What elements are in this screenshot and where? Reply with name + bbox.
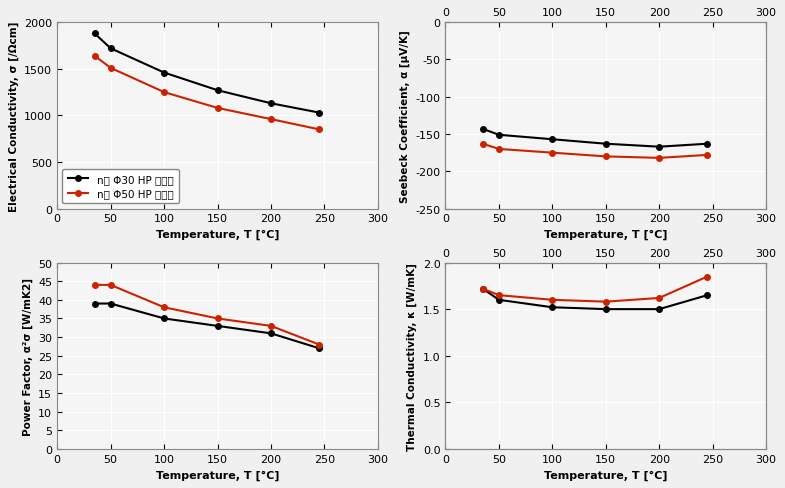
n형 Φ50 HP 소결재 [494,293,503,299]
n형 Φ50 HP 소결재 [478,142,487,147]
Line: n형 Φ50 HP 소결재: n형 Φ50 HP 소결재 [92,283,322,347]
n형 Φ30 HP 소결재 [159,70,169,76]
Line: n형 Φ50 HP 소결재: n형 Φ50 HP 소결재 [480,274,710,305]
n형 Φ50 HP 소결재 [655,156,664,162]
n형 Φ30 HP 소결재 [703,142,712,147]
n형 Φ50 HP 소결재 [106,283,115,288]
n형 Φ30 HP 소결재 [601,142,611,147]
n형 Φ30 HP 소결재 [494,133,503,139]
n형 Φ50 HP 소결재 [159,90,169,96]
n형 Φ50 HP 소결재 [601,154,611,160]
n형 Φ50 HP 소결재 [213,316,222,322]
n형 Φ30 HP 소결재 [266,101,276,107]
Y-axis label: Seebeck Coefficient, α [μV/K]: Seebeck Coefficient, α [μV/K] [400,30,410,203]
n형 Φ30 HP 소결재 [106,301,115,307]
n형 Φ30 HP 소결재 [478,126,487,132]
Y-axis label: Thermal Conductivity, κ [W/mK]: Thermal Conductivity, κ [W/mK] [407,262,417,450]
n형 Φ50 HP 소결재 [655,295,664,301]
n형 Φ30 HP 소결재 [89,31,99,37]
n형 Φ50 HP 소결재 [478,286,487,292]
Legend: n형 Φ30 HP 소결재, n형 Φ50 HP 소결재: n형 Φ30 HP 소결재, n형 Φ50 HP 소결재 [62,169,179,204]
n형 Φ30 HP 소결재 [548,305,557,310]
X-axis label: Temperature, T [°C]: Temperature, T [°C] [155,229,279,240]
Y-axis label: Power Factor, α²σ [W/mK2]: Power Factor, α²σ [W/mK2] [22,277,33,435]
n형 Φ50 HP 소결재 [548,150,557,156]
n형 Φ30 HP 소결재 [213,323,222,329]
n형 Φ30 HP 소결재 [655,306,664,312]
n형 Φ30 HP 소결재 [601,306,611,312]
n형 Φ50 HP 소결재 [266,323,276,329]
n형 Φ50 HP 소결재 [213,106,222,112]
n형 Φ30 HP 소결재 [159,316,169,322]
n형 Φ30 HP 소결재 [266,331,276,337]
n형 Φ30 HP 소결재 [548,137,557,143]
n형 Φ30 HP 소결재 [315,346,324,351]
n형 Φ30 HP 소결재 [703,293,712,299]
n형 Φ50 HP 소결재 [703,153,712,159]
n형 Φ50 HP 소결재 [89,283,99,288]
n형 Φ30 HP 소결재 [655,144,664,150]
Line: n형 Φ30 HP 소결재: n형 Φ30 HP 소결재 [480,286,710,312]
Line: n형 Φ50 HP 소결재: n형 Φ50 HP 소결재 [480,142,710,162]
Line: n형 Φ30 HP 소결재: n형 Φ30 HP 소결재 [480,127,710,150]
n형 Φ50 HP 소결재 [315,342,324,348]
Line: n형 Φ30 HP 소결재: n형 Φ30 HP 소결재 [92,301,322,351]
n형 Φ50 HP 소결재 [315,127,324,133]
n형 Φ30 HP 소결재 [89,301,99,307]
X-axis label: Temperature, T [°C]: Temperature, T [°C] [544,469,667,480]
n형 Φ30 HP 소결재 [213,88,222,94]
X-axis label: Temperature, T [°C]: Temperature, T [°C] [544,229,667,240]
n형 Φ50 HP 소결재 [106,66,115,72]
n형 Φ50 HP 소결재 [89,54,99,60]
Y-axis label: Electrical Conductivity, σ [/Ωcm]: Electrical Conductivity, σ [/Ωcm] [9,21,19,211]
n형 Φ30 HP 소결재 [106,46,115,52]
n형 Φ50 HP 소결재 [601,299,611,305]
n형 Φ30 HP 소결재 [478,286,487,292]
Line: n형 Φ30 HP 소결재: n형 Φ30 HP 소결재 [92,32,322,116]
n형 Φ30 HP 소결재 [494,297,503,303]
n형 Φ50 HP 소결재 [548,297,557,303]
n형 Φ50 HP 소결재 [266,117,276,123]
n형 Φ50 HP 소결재 [159,305,169,310]
n형 Φ30 HP 소결재 [315,110,324,116]
X-axis label: Temperature, T [°C]: Temperature, T [°C] [155,469,279,480]
n형 Φ50 HP 소결재 [494,147,503,153]
n형 Φ50 HP 소결재 [703,274,712,280]
Line: n형 Φ50 HP 소결재: n형 Φ50 HP 소결재 [92,54,322,133]
